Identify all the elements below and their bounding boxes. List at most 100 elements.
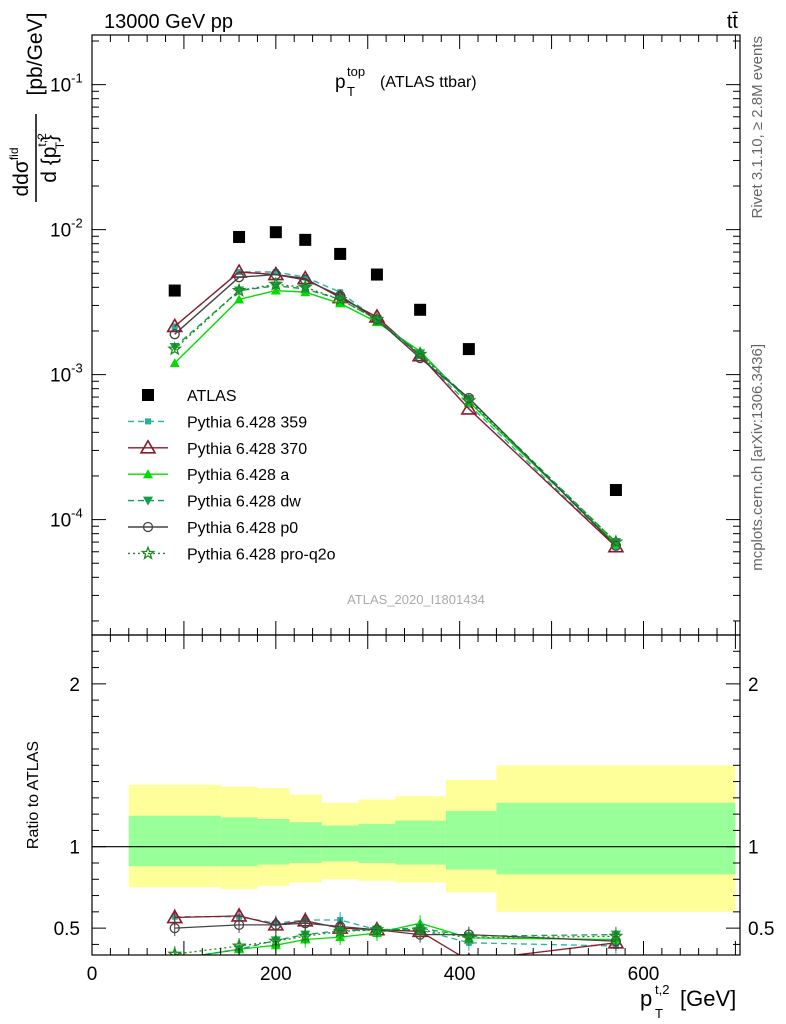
ratio-line — [174, 916, 616, 947]
legend-item: ATLAS — [142, 388, 237, 405]
data-point-triangle — [169, 358, 180, 368]
legend-item: Pythia 6.428 p0 — [128, 520, 298, 537]
main-series-6 — [167, 276, 624, 549]
title-rest: (ATLAS ttbar) — [380, 74, 477, 91]
legend-label: Pythia 6.428 359 — [187, 414, 307, 431]
data-point-star — [140, 545, 156, 560]
data-point-star — [167, 341, 183, 356]
ratio-y-axis-label: Ratio to ATLAS — [25, 741, 42, 849]
data-point-square — [299, 233, 312, 246]
legend-item: Pythia 6.428 370 — [128, 439, 307, 458]
data-point-star — [608, 928, 624, 943]
ratio-y-tick-label-right: 2 — [748, 675, 759, 696]
data-point-open-circle — [142, 521, 154, 533]
main-series-5 — [169, 269, 622, 551]
svg-text:ddσfid: ddσfid — [7, 147, 33, 196]
data-point-star — [461, 929, 477, 945]
data-point-star — [461, 392, 477, 408]
legend-label: ATLAS — [187, 388, 237, 405]
data-point-star — [297, 928, 313, 943]
data-point-triangle-down — [143, 496, 153, 506]
x-tick-label: 200 — [260, 964, 292, 985]
data-point-triangle-down — [169, 343, 180, 353]
x-label-sup: t,2 — [655, 982, 669, 997]
data-point-open-triangle — [139, 439, 157, 454]
data-point-open-circle — [233, 272, 245, 283]
ratio-frame-border — [91, 634, 741, 956]
series-line — [174, 283, 617, 543]
data-point-square — [142, 389, 154, 401]
data-point-star — [608, 534, 624, 549]
title-base: p — [335, 72, 346, 93]
data-point-star — [167, 946, 183, 955]
legend-label: Pythia 6.428 a — [187, 467, 289, 484]
x-tick-label: 400 — [444, 964, 476, 985]
ratio-panel-frame: 0.5 0.5 1 1 2 2 0 200 400 600 — [54, 634, 774, 985]
data-point-open-triangle — [460, 400, 478, 415]
green-band — [358, 823, 396, 863]
legend-item: Pythia 6.428 dw — [128, 494, 301, 511]
data-point-square — [414, 303, 427, 316]
data-point-open-circle — [414, 352, 426, 364]
data-point-open-circle — [335, 290, 346, 301]
green-band — [496, 802, 736, 875]
ratio-y-tick-label-right: 1 — [748, 838, 759, 859]
data-point-small-square — [145, 418, 151, 425]
ratio-y-tick-label-left: 0.5 — [54, 919, 80, 940]
data-point-square — [462, 343, 475, 356]
mcplots-label: mcplots.cern.ch [arXiv:1306.3436] — [749, 344, 766, 571]
data-point-open-circle — [300, 918, 311, 929]
data-point-small-square — [272, 269, 279, 276]
title-sup: top — [347, 64, 365, 79]
data-point-star — [369, 921, 385, 937]
legend-item: Pythia 6.428 359 — [128, 414, 307, 431]
data-point-star — [268, 276, 284, 291]
ratio-series-5 — [167, 921, 624, 955]
process-label: tt̄ — [727, 11, 739, 33]
green-band — [395, 820, 446, 865]
data-point-star — [369, 311, 385, 326]
x-label-base: p — [640, 986, 652, 1011]
data-point-open-circle — [610, 540, 622, 551]
green-band — [445, 810, 497, 870]
legend-item: Pythia 6.428 pro-q2o — [128, 545, 336, 563]
ratio-panel-background — [128, 765, 736, 912]
data-point-triangle — [234, 294, 245, 304]
main-panel-frame: 10-4 10-3 10-2 10-1 — [50, 34, 741, 636]
data-point-star — [412, 921, 428, 937]
data-point-open-circle — [233, 919, 245, 931]
data-point-star — [332, 291, 348, 306]
data-point-star — [297, 279, 313, 294]
y-tick-label: 10-3 — [50, 361, 83, 387]
data-point-square — [168, 284, 181, 297]
title-sub: T — [347, 84, 355, 99]
data-point-star — [231, 282, 247, 297]
collision-energy-label: 13000 GeV pp — [104, 11, 233, 33]
y-tick-label: 10-4 — [50, 506, 83, 532]
data-point-small-square — [302, 274, 309, 281]
green-band — [289, 822, 322, 863]
data-point-square — [609, 484, 622, 497]
ratio-line — [197, 927, 616, 955]
legend-label: Pythia 6.428 p0 — [187, 520, 298, 537]
x-tick-label: 600 — [628, 964, 660, 985]
ratio-series-2 — [174, 915, 621, 955]
data-point-square — [269, 226, 282, 239]
y-tick-label: 10-2 — [50, 216, 83, 242]
x-tick-label: 0 — [87, 964, 98, 985]
x-axis-label: p — [640, 986, 652, 1011]
data-point-star — [332, 923, 348, 938]
green-band — [220, 817, 258, 867]
chart-title: p top T — [335, 60, 370, 99]
main-series-0 — [168, 226, 622, 497]
y-tick-label: 10-1 — [50, 71, 83, 97]
legend-label: Pythia 6.428 pro-q2o — [187, 546, 336, 563]
svg-text:d {pt,2T}: d {pt,2 T} — [35, 133, 67, 183]
data-point-triangle — [143, 469, 153, 479]
data-point-square — [233, 230, 246, 243]
ratio-y-tick-label-left: 1 — [69, 838, 80, 859]
green-band — [128, 815, 221, 867]
main-panel-series — [166, 226, 625, 553]
x-label-rest: [GeV] — [680, 986, 736, 1011]
